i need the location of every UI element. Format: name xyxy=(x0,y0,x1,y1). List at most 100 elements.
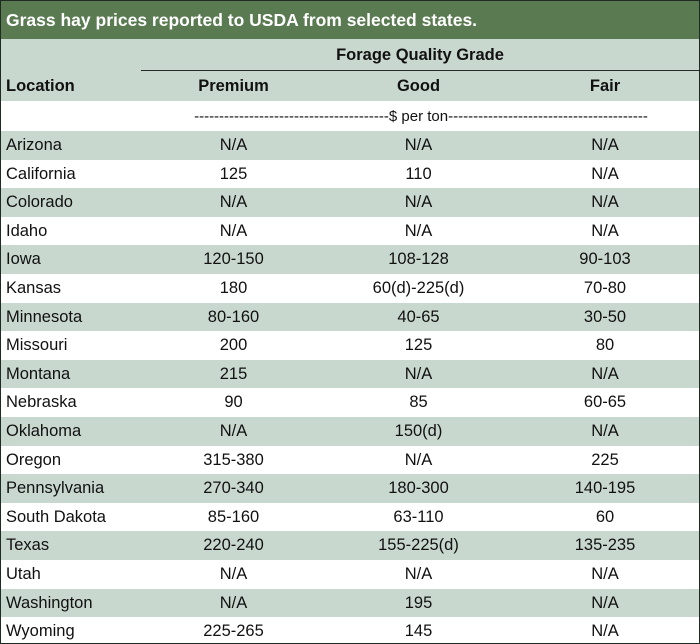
table-row: Pennsylvania 270-340 180-300 140-195 xyxy=(1,474,699,503)
group-header-rule xyxy=(141,70,699,71)
premium-cell: 90 xyxy=(224,393,243,412)
table-header: Forage Quality Grade Location Premium Go… xyxy=(1,39,699,102)
location-cell: Oregon xyxy=(6,450,62,469)
location-cell: Pennsylvania xyxy=(6,479,105,498)
column-header-location: Location xyxy=(6,77,75,95)
good-cell: 155-225(d) xyxy=(378,536,459,555)
fair-cell: 80 xyxy=(595,336,615,355)
premium-cell: N/A xyxy=(219,593,248,612)
good-cell: N/A xyxy=(404,221,433,240)
premium-cell: N/A xyxy=(219,221,248,240)
good-cell: 110 xyxy=(405,164,432,183)
location-cell: Utah xyxy=(6,564,41,583)
premium-cell: 220-240 xyxy=(203,536,264,555)
fair-cell: N/A xyxy=(591,593,619,612)
premium-cell: 120-150 xyxy=(203,250,264,269)
location-cell: Idaho xyxy=(6,221,48,240)
column-header-good: Good xyxy=(396,77,441,95)
table-row: Missouri 200 125 80 xyxy=(1,331,699,360)
location-cell: California xyxy=(6,164,76,183)
unit-label: ---------------------------------------$… xyxy=(194,108,648,125)
table-row: Texas 220-240 155-225(d) 135-235 xyxy=(1,531,699,560)
premium-cell: 200 xyxy=(219,336,248,355)
fair-cell: 135-235 xyxy=(574,536,636,555)
table-row: Arizona N/A N/A N/A xyxy=(1,131,699,160)
column-header-fair: Fair xyxy=(589,77,621,95)
fair-cell: N/A xyxy=(591,221,619,240)
premium-cell: 225-265 xyxy=(203,622,264,641)
premium-cell: 315-380 xyxy=(203,450,264,469)
location-cell: Nebraska xyxy=(6,393,77,412)
location-cell: Texas xyxy=(6,536,50,555)
table-row: California 125 110 N/A xyxy=(1,159,699,189)
table-title: Grass hay prices reported to USDA from s… xyxy=(1,1,699,39)
fair-cell: 225 xyxy=(591,450,619,469)
good-cell: 180-300 xyxy=(388,479,449,498)
location-cell: Wyoming xyxy=(6,622,75,641)
group-header-forage-quality: Forage Quality Grade xyxy=(336,46,504,64)
table-row: Wyoming 225-265 145 N/A xyxy=(1,617,699,643)
premium-cell: 215 xyxy=(219,364,248,383)
good-cell: N/A xyxy=(404,136,433,154)
fair-cell: 70-80 xyxy=(583,278,627,297)
table-row: Minnesota 80-160 40-65 30-50 xyxy=(1,302,699,332)
location-cell: Iowa xyxy=(6,250,41,269)
table-row: Oklahoma N/A 150(d) N/A xyxy=(1,416,699,446)
good-cell: 40-65 xyxy=(397,307,440,326)
table-row: Washington N/A 195 N/A xyxy=(1,588,699,618)
fair-cell: N/A xyxy=(591,421,619,440)
location-cell: South Dakota xyxy=(6,507,106,526)
good-cell: 150(d) xyxy=(394,421,443,440)
table-row: Montana 215 N/A N/A xyxy=(1,359,699,389)
location-cell: Missouri xyxy=(6,336,68,355)
unit-row: ---------------------------------------$… xyxy=(1,102,699,131)
location-cell: Colorado xyxy=(6,193,73,212)
good-cell: 85 xyxy=(409,393,428,412)
fair-cell: N/A xyxy=(591,193,619,212)
table-row: Iowa 120-150 108-128 90-103 xyxy=(1,245,699,274)
location-cell: Arizona xyxy=(6,136,62,154)
premium-cell: N/A xyxy=(219,421,248,440)
fair-cell: 60 xyxy=(595,507,615,526)
good-cell: N/A xyxy=(404,364,433,383)
premium-cell: 80-160 xyxy=(207,307,260,326)
premium-cell: 85-160 xyxy=(207,507,260,526)
location-cell: Montana xyxy=(6,364,71,383)
fair-cell: N/A xyxy=(591,564,619,583)
table-row: Oregon 315-380 N/A 225 xyxy=(1,445,699,475)
table-row: Utah N/A N/A N/A xyxy=(1,559,699,589)
fair-cell: 30-50 xyxy=(583,307,627,326)
table-row: Idaho N/A N/A N/A xyxy=(1,216,699,246)
good-cell: N/A xyxy=(404,450,433,469)
good-cell: 125 xyxy=(404,336,433,355)
fair-cell: N/A xyxy=(591,164,619,183)
column-header-premium: Premium xyxy=(198,77,269,95)
table-row: South Dakota 85-160 63-110 60 xyxy=(1,502,699,532)
location-cell: Oklahoma xyxy=(6,421,82,440)
table-row: Kansas 180 60(d)-225(d) 70-80 xyxy=(1,273,699,303)
premium-cell: 125 xyxy=(219,164,248,183)
location-cell: Minnesota xyxy=(6,307,83,326)
table-body: Arizona N/A N/A N/A California 125 110 N/A Color… xyxy=(1,131,699,643)
fair-cell: N/A xyxy=(591,136,619,154)
premium-cell: N/A xyxy=(219,136,248,154)
good-cell: 108-128 xyxy=(388,250,449,269)
fair-cell: 90-103 xyxy=(579,250,631,269)
good-cell: 145 xyxy=(404,622,433,641)
fair-cell: 60-65 xyxy=(583,393,627,412)
good-cell: N/A xyxy=(404,564,433,583)
fair-cell: N/A xyxy=(591,622,619,641)
location-cell: Kansas xyxy=(6,278,62,297)
fair-cell: 140-195 xyxy=(574,479,636,498)
good-cell: N/A xyxy=(404,193,433,212)
location-cell: Washington xyxy=(6,593,93,612)
table-row: Colorado N/A N/A N/A xyxy=(1,188,699,217)
good-cell: 63-110 xyxy=(393,507,444,526)
premium-cell: 270-340 xyxy=(203,479,264,498)
premium-cell: 180 xyxy=(219,278,248,297)
good-cell: 60(d)-225(d) xyxy=(372,278,465,297)
good-cell: 195 xyxy=(404,593,433,612)
table-row: Nebraska 90 85 60-65 xyxy=(1,388,699,417)
fair-cell: N/A xyxy=(591,364,619,383)
